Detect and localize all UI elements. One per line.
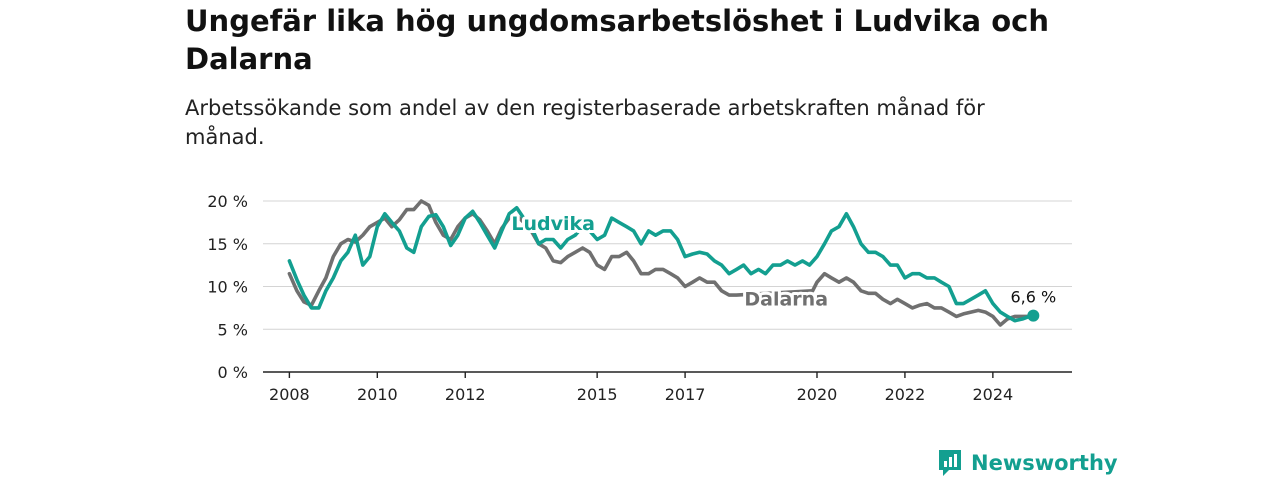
x-tick-label: 2024: [972, 385, 1013, 404]
chart-title: Ungefär lika hög ungdomsarbetslöshet i L…: [185, 4, 1049, 76]
x-tick-label: 2020: [797, 385, 838, 404]
x-tick-label: 2010: [357, 385, 398, 404]
series-label-ludvika: Ludvika: [511, 213, 595, 235]
end-value-label: 6,6 %: [1010, 288, 1056, 307]
end-point-marker: [1027, 309, 1040, 322]
newsworthy-logo-icon: [939, 450, 961, 476]
x-tick-label: 2008: [269, 385, 310, 404]
x-tick-label: 2022: [885, 385, 926, 404]
series-line-dalarna: [287, 199, 1032, 327]
y-tick-label: 10 %: [207, 278, 248, 297]
x-tick-label: 2017: [665, 385, 706, 404]
chart-subtitle: Arbetssökande som andel av den registerb…: [185, 96, 985, 149]
y-tick-label: 20 %: [207, 192, 248, 211]
series-label-halo-dalarna: Dalarna: [744, 288, 828, 310]
newsworthy-brand[interactable]: Newsworthy: [937, 448, 1118, 478]
series-line-ludvika: [287, 206, 1036, 323]
y-tick-label: 5 %: [218, 320, 248, 339]
x-tick-label: 2015: [577, 385, 618, 404]
y-tick-label: 15 %: [207, 235, 248, 254]
series-label-halo-ludvika: Ludvika: [511, 213, 595, 235]
x-tick-label: 2012: [445, 385, 486, 404]
brand-name: Newsworthy: [971, 451, 1118, 475]
y-tick-label: 0 %: [218, 363, 248, 382]
series-label-dalarna: Dalarna: [744, 288, 828, 310]
